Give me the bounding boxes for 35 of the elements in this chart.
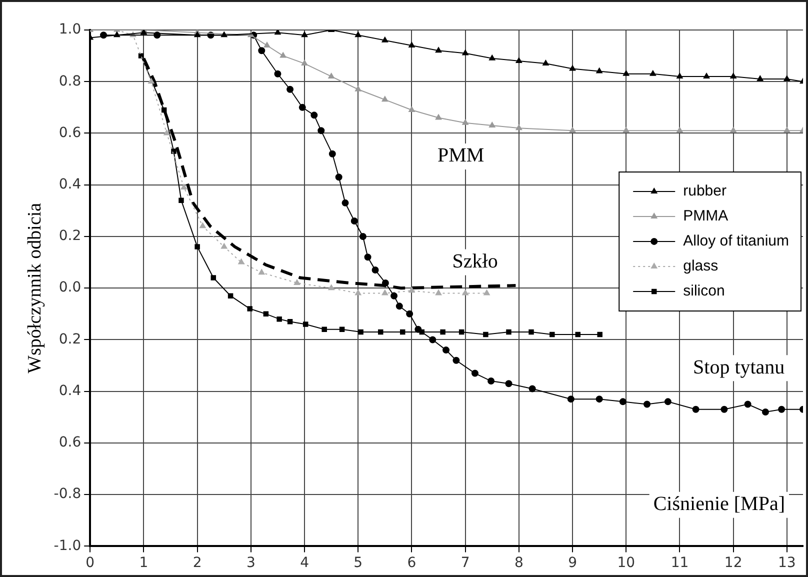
- y-tick-label: 0.6: [58, 124, 82, 141]
- x-tick-label: 10: [617, 555, 636, 572]
- y-tick-label: 1.0: [58, 22, 82, 38]
- x-tick-label: 0: [86, 555, 95, 572]
- y-tick-label: 0.2: [58, 228, 82, 244]
- y-tick-label: 0.4: [58, 382, 82, 399]
- legend-label: glass: [683, 258, 718, 275]
- y-tick-label: 0.0: [58, 280, 82, 296]
- x-tick-label: 3: [246, 555, 256, 572]
- x-tick-label: 4: [300, 555, 310, 572]
- legend-label: PMMA: [683, 208, 728, 225]
- x-tick-label: 11: [670, 555, 689, 572]
- legend-label: Alloy of titanium: [683, 232, 790, 250]
- legend-label: rubber: [683, 182, 726, 200]
- x-tick-label: 13: [778, 555, 796, 572]
- y-tick-label: 0.2: [58, 331, 82, 348]
- x-tick-label: 2: [192, 555, 202, 572]
- x-tick-label: 6: [407, 555, 416, 572]
- legend-label: silicon: [683, 282, 725, 300]
- x-tick-label: 7: [460, 555, 470, 572]
- x-tick-label: 12: [724, 555, 742, 572]
- x-axis-title: Ciśnienie [MPa]: [653, 493, 786, 516]
- x-tick-label: 8: [514, 555, 524, 572]
- y-axis-title: Współczynnik odbicia: [24, 202, 46, 374]
- annotation: PMM: [437, 144, 484, 167]
- annotation: Szkło: [452, 250, 498, 273]
- x-tick-label: 9: [568, 555, 577, 572]
- y-tick-label: -0.8: [54, 486, 82, 502]
- x-tick-label: 1: [139, 555, 148, 572]
- y-tick-label: 0.6: [58, 434, 82, 451]
- x-tick-label: 5: [354, 555, 363, 572]
- y-tick-label: 0.4: [58, 176, 82, 192]
- y-tick-label: 0.8: [58, 73, 82, 90]
- y-tick-label: -1.0: [54, 538, 82, 554]
- annotation: Stop tytanu: [693, 356, 785, 378]
